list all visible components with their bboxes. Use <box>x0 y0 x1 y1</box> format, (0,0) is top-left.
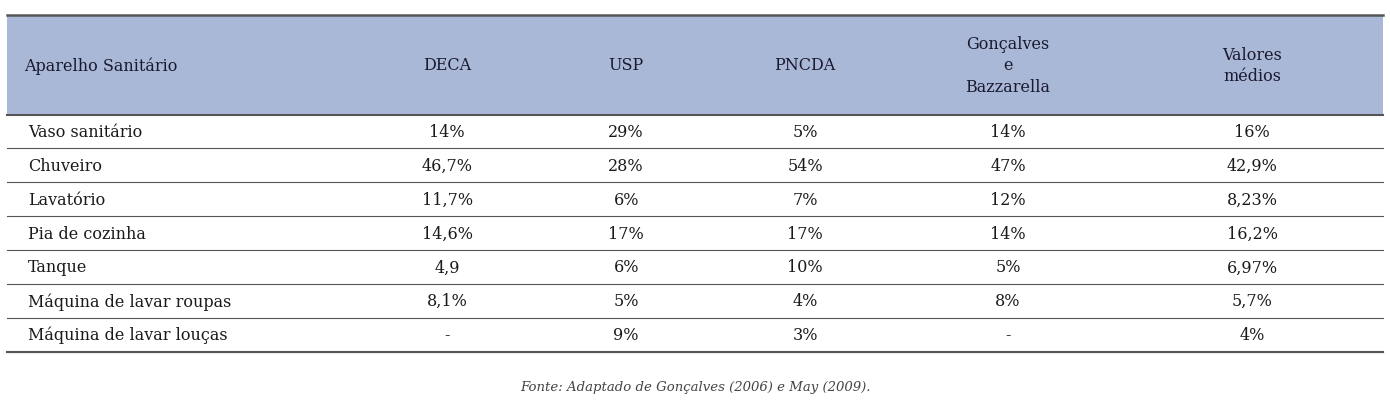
Text: Lavatório: Lavatório <box>28 191 106 208</box>
Text: 4%: 4% <box>792 292 817 310</box>
Text: 17%: 17% <box>787 225 823 242</box>
Text: 6%: 6% <box>613 259 639 276</box>
Text: 46,7%: 46,7% <box>421 157 473 175</box>
Text: Máquina de lavar louças: Máquina de lavar louças <box>28 326 228 344</box>
Text: PNCDA: PNCDA <box>774 57 835 74</box>
Text: 7%: 7% <box>792 191 817 208</box>
Text: 8,23%: 8,23% <box>1227 191 1277 208</box>
Text: Vaso sanitário: Vaso sanitário <box>28 124 142 141</box>
Text: 4,9: 4,9 <box>435 259 460 276</box>
Text: DECA: DECA <box>423 57 471 74</box>
Text: Chuveiro: Chuveiro <box>28 157 101 175</box>
Text: -: - <box>1005 326 1011 343</box>
Text: USP: USP <box>609 57 644 74</box>
Text: 10%: 10% <box>787 259 823 276</box>
Text: 5%: 5% <box>613 292 639 310</box>
Text: Aparelho Sanitário: Aparelho Sanitário <box>24 57 177 74</box>
Text: 14,6%: 14,6% <box>421 225 473 242</box>
Text: 6,97%: 6,97% <box>1227 259 1277 276</box>
Text: 14%: 14% <box>990 124 1026 141</box>
Text: Fonte: Adaptado de Gonçalves (2006) e May (2009).: Fonte: Adaptado de Gonçalves (2006) e Ma… <box>520 380 870 393</box>
Bar <box>7 16 1383 115</box>
Text: 5%: 5% <box>792 124 817 141</box>
Text: 8%: 8% <box>995 292 1020 310</box>
Text: 29%: 29% <box>609 124 644 141</box>
Text: 5,7%: 5,7% <box>1232 292 1273 310</box>
Text: Valores
médios: Valores médios <box>1222 47 1282 85</box>
Text: 6%: 6% <box>613 191 639 208</box>
Text: 42,9%: 42,9% <box>1227 157 1277 175</box>
Text: Tanque: Tanque <box>28 259 88 276</box>
Text: 28%: 28% <box>609 157 644 175</box>
Text: 8,1%: 8,1% <box>427 292 468 310</box>
Text: 14%: 14% <box>430 124 466 141</box>
Text: 16%: 16% <box>1234 124 1270 141</box>
Text: Máquina de lavar roupas: Máquina de lavar roupas <box>28 292 231 310</box>
Text: 5%: 5% <box>995 259 1020 276</box>
Text: Pia de cozinha: Pia de cozinha <box>28 225 146 242</box>
Text: 47%: 47% <box>990 157 1026 175</box>
Text: 14%: 14% <box>990 225 1026 242</box>
Text: 3%: 3% <box>792 326 817 343</box>
Text: 17%: 17% <box>609 225 644 242</box>
Text: 12%: 12% <box>990 191 1026 208</box>
Text: 54%: 54% <box>787 157 823 175</box>
Text: -: - <box>445 326 450 343</box>
Text: Gonçalves
e
Bazzarella: Gonçalves e Bazzarella <box>966 36 1051 96</box>
Text: 4%: 4% <box>1240 326 1265 343</box>
Text: 9%: 9% <box>613 326 639 343</box>
Text: 11,7%: 11,7% <box>421 191 473 208</box>
Text: 16,2%: 16,2% <box>1227 225 1277 242</box>
